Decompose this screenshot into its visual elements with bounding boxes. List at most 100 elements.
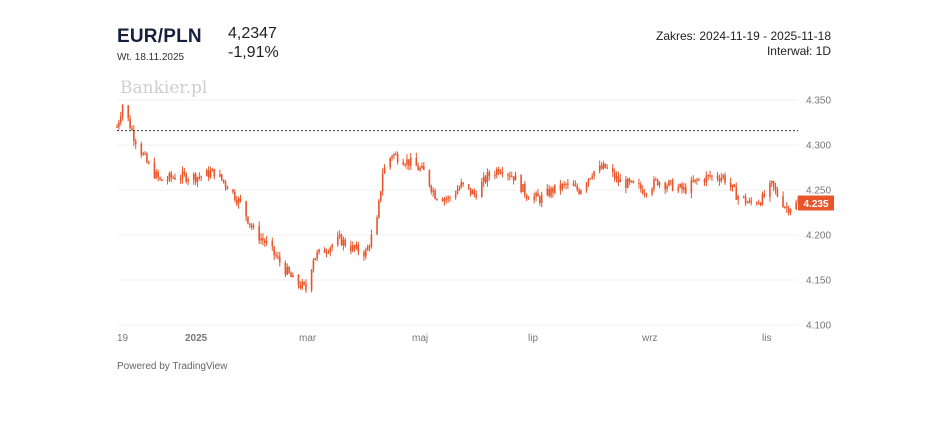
candle-body: [473, 190, 476, 195]
candle-body: [690, 180, 693, 194]
candle-body: [250, 224, 253, 228]
candle-body: [643, 193, 646, 195]
candle-body: [209, 171, 212, 178]
candle-body: [318, 249, 320, 253]
candle-body: [795, 202, 797, 210]
candle-body: [696, 179, 698, 181]
candle-body: [140, 143, 143, 155]
candle-body: [742, 196, 745, 198]
candle-body: [155, 171, 158, 178]
candle-body: [301, 282, 304, 289]
candle-body: [196, 177, 199, 182]
candle-body: [336, 236, 339, 245]
candle-body: [593, 171, 595, 177]
candle-body: [436, 198, 438, 200]
candle-body: [260, 238, 262, 241]
candle-body: [576, 185, 579, 190]
candle-body: [428, 170, 431, 187]
x-tick-label: lis: [762, 333, 771, 344]
y-tick-label: 4.250: [806, 186, 831, 197]
candle-body: [305, 284, 307, 290]
candle-body: [262, 238, 264, 241]
candle-body: [226, 186, 229, 190]
candle-body: [580, 190, 582, 194]
candle-body: [703, 179, 706, 183]
candle-body: [456, 189, 459, 194]
candle-body: [677, 187, 680, 191]
candle-body: [290, 272, 292, 278]
candle-body: [683, 187, 685, 190]
candle-body: [724, 175, 726, 183]
candle-body: [127, 105, 130, 119]
candle-body: [325, 252, 328, 254]
candle-body: [748, 200, 751, 203]
candle-body: [351, 245, 354, 251]
candle-body: [284, 262, 287, 275]
price-change-percent: -1,91%: [228, 44, 279, 61]
candle-body: [368, 246, 371, 248]
candle-body: [467, 184, 470, 188]
candle-body: [378, 200, 380, 218]
candle-body: [383, 167, 386, 174]
candle-body: [142, 153, 144, 155]
candle-body: [720, 177, 723, 181]
candle-body: [207, 169, 210, 178]
candle-body: [119, 116, 122, 123]
candle-body: [578, 189, 580, 194]
candle-body: [161, 179, 163, 181]
candle-body: [181, 171, 184, 179]
candle-body: [469, 187, 472, 195]
candle-body: [669, 180, 672, 182]
candle-body: [194, 173, 197, 182]
candle-body: [761, 194, 764, 205]
candle-body: [219, 174, 221, 177]
candle-body: [602, 163, 605, 169]
candle-body: [718, 178, 721, 181]
candle-body: [611, 167, 614, 173]
candle-body: [344, 239, 347, 246]
candle-body: [206, 169, 208, 177]
candle-body: [449, 197, 451, 199]
candle-body: [443, 198, 446, 202]
candle-body: [144, 153, 146, 155]
powered-by-label[interactable]: Powered by TradingView: [117, 361, 228, 372]
candle-body: [482, 176, 485, 183]
candle-body: [273, 246, 275, 255]
candle-body: [671, 180, 674, 191]
interval: Interwał: 1D: [766, 44, 831, 58]
candle-body: [759, 202, 762, 205]
candle-body: [606, 167, 608, 169]
candle-body: [402, 162, 405, 165]
candle-body: [441, 198, 444, 202]
candle-body: [666, 185, 668, 189]
candle-body: [146, 153, 148, 163]
candle-body: [537, 192, 539, 197]
candle-body: [488, 172, 491, 177]
candle-body: [711, 175, 713, 177]
candle-body: [497, 169, 500, 174]
candle-body: [630, 180, 633, 182]
candle-body: [787, 207, 790, 213]
candle-body: [546, 188, 549, 195]
candle-body: [394, 154, 397, 156]
candle-body: [769, 182, 771, 197]
x-tick-label: lip: [528, 333, 538, 344]
x-tick-label: mar: [299, 333, 317, 344]
candle-body: [641, 189, 644, 194]
candle-body: [292, 275, 294, 278]
chart-grid: [117, 99, 798, 326]
candle-body: [525, 194, 528, 199]
candle-body: [331, 244, 333, 248]
candle-body: [559, 184, 562, 190]
candle-body: [222, 179, 225, 182]
candle-body: [613, 172, 616, 179]
candle-body: [198, 176, 201, 178]
candle-body: [168, 173, 171, 180]
candle-body: [458, 187, 461, 190]
candle-body: [509, 175, 511, 177]
candle-body: [275, 254, 277, 257]
candle-body: [187, 179, 189, 182]
candle-body: [278, 256, 281, 263]
candle-body: [434, 190, 436, 199]
